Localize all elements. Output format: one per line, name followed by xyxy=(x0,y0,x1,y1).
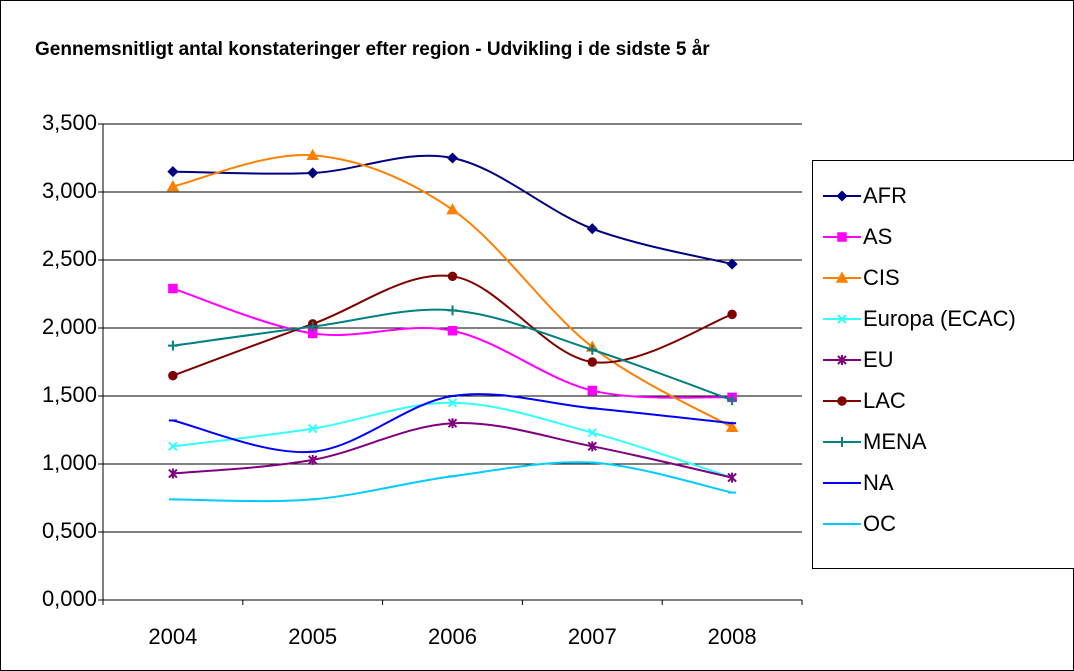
marker xyxy=(727,309,737,320)
x-tick-label: 2006 xyxy=(428,624,477,649)
legend-label: AS xyxy=(863,224,892,249)
marker xyxy=(837,314,847,324)
legend-label: Europa (ECAC) xyxy=(863,306,1016,331)
y-tick-label: 1,000 xyxy=(42,450,97,475)
marker xyxy=(836,190,848,202)
marker xyxy=(307,321,318,332)
y-tick-label: 3,500 xyxy=(42,110,97,135)
x-tick-label: 2004 xyxy=(148,624,197,649)
legend-label: OC xyxy=(863,511,896,536)
marker xyxy=(587,385,598,396)
marker xyxy=(837,437,847,447)
marker xyxy=(307,454,318,465)
y-tick-label: 2,000 xyxy=(42,314,97,339)
marker xyxy=(587,428,598,438)
marker xyxy=(167,340,178,351)
marker xyxy=(167,166,179,178)
y-tick-label: 1,500 xyxy=(42,382,97,407)
legend-label: EU xyxy=(863,347,894,372)
marker xyxy=(727,472,737,483)
y-tick-label: 2,500 xyxy=(42,246,97,271)
marker xyxy=(307,423,318,434)
y-tick-label: 3,000 xyxy=(42,178,97,203)
marker xyxy=(168,441,178,452)
marker xyxy=(837,232,847,242)
marker xyxy=(306,148,319,161)
marker xyxy=(446,152,459,164)
legend-label: LAC xyxy=(863,388,906,413)
legend-label: CIS xyxy=(863,265,900,290)
marker xyxy=(835,271,849,283)
marker xyxy=(168,283,178,294)
chart-title: Gennemsnitligt antal konstateringer efte… xyxy=(35,39,710,60)
marker xyxy=(587,357,598,367)
marker xyxy=(447,418,458,429)
marker xyxy=(587,344,598,355)
marker xyxy=(168,468,178,479)
legend-label: MENA xyxy=(863,429,927,454)
marker xyxy=(727,395,738,406)
marker xyxy=(587,441,598,452)
marker xyxy=(447,398,458,408)
marker xyxy=(447,305,458,316)
marker xyxy=(166,180,180,192)
marker xyxy=(837,396,847,406)
x-tick-label: 2008 xyxy=(708,624,757,649)
legend-label: NA xyxy=(863,470,894,495)
marker xyxy=(307,167,319,179)
marker xyxy=(447,325,458,336)
marker xyxy=(725,420,739,433)
marker xyxy=(726,258,738,270)
marker xyxy=(168,370,178,381)
y-tick-label: 0,500 xyxy=(42,518,97,543)
x-tick-label: 2005 xyxy=(288,624,337,649)
marker xyxy=(586,223,598,235)
x-tick-label: 2007 xyxy=(568,624,617,649)
y-tick-label: 0,000 xyxy=(42,586,97,611)
legend-box xyxy=(812,160,1074,569)
legend-label: AFR xyxy=(863,183,907,208)
marker xyxy=(446,203,459,215)
marker xyxy=(447,271,458,282)
marker xyxy=(837,355,847,365)
